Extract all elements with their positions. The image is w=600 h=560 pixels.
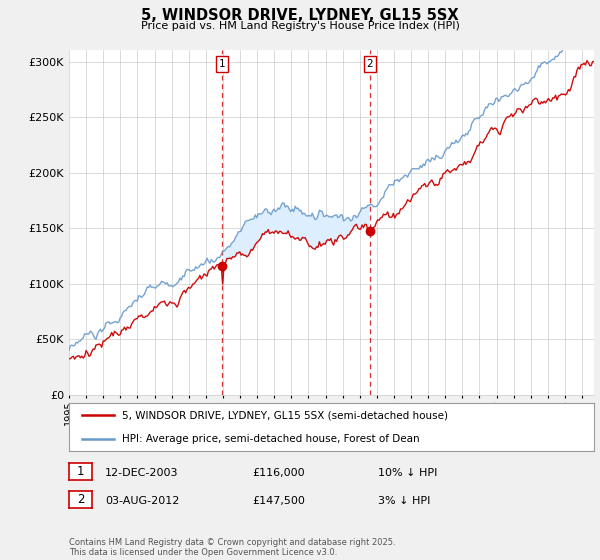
Text: 10% ↓ HPI: 10% ↓ HPI [378,468,437,478]
Text: 2: 2 [367,59,373,69]
Text: 5, WINDSOR DRIVE, LYDNEY, GL15 5SX: 5, WINDSOR DRIVE, LYDNEY, GL15 5SX [141,8,459,24]
Text: HPI: Average price, semi-detached house, Forest of Dean: HPI: Average price, semi-detached house,… [121,434,419,444]
Text: 5, WINDSOR DRIVE, LYDNEY, GL15 5SX (semi-detached house): 5, WINDSOR DRIVE, LYDNEY, GL15 5SX (semi… [121,410,448,420]
Text: £116,000: £116,000 [252,468,305,478]
Text: 3% ↓ HPI: 3% ↓ HPI [378,496,430,506]
Text: 12-DEC-2003: 12-DEC-2003 [105,468,179,478]
Text: £147,500: £147,500 [252,496,305,506]
Text: 03-AUG-2012: 03-AUG-2012 [105,496,179,506]
Text: Contains HM Land Registry data © Crown copyright and database right 2025.
This d: Contains HM Land Registry data © Crown c… [69,538,395,557]
Text: 1: 1 [219,59,226,69]
Text: 2: 2 [77,493,84,506]
Text: Price paid vs. HM Land Registry's House Price Index (HPI): Price paid vs. HM Land Registry's House … [140,21,460,31]
Text: 1: 1 [77,465,84,478]
